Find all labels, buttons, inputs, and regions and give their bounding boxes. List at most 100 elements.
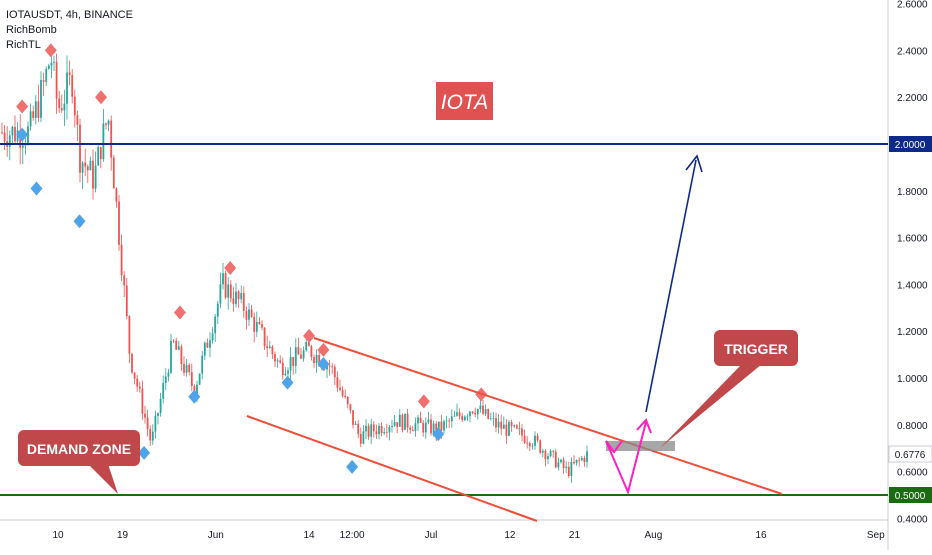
candle-body <box>183 363 185 373</box>
x-tick-label: 19 <box>117 530 129 541</box>
candle-body <box>266 346 269 349</box>
candle-body <box>388 427 391 433</box>
candle-body <box>466 416 469 418</box>
trigger-callout-text: TRIGGER <box>724 341 788 357</box>
candle-body <box>271 346 274 355</box>
candle-body <box>489 418 492 420</box>
pivot-low-marker <box>281 375 294 390</box>
candle-body <box>567 466 570 476</box>
candle-body <box>180 346 183 364</box>
candle-body <box>359 433 362 444</box>
candle-body <box>89 160 92 171</box>
candle-body <box>297 347 300 355</box>
candle-body <box>380 425 383 434</box>
candle-body <box>495 418 497 428</box>
candle-body <box>45 68 48 82</box>
level-tag-2-text: 2.0000 <box>895 140 926 151</box>
candle-body <box>547 456 549 460</box>
y-tick-label: 1.6000 <box>897 234 928 245</box>
candle-body <box>164 376 167 383</box>
candle-body <box>375 431 378 435</box>
candle-body <box>71 75 74 97</box>
y-tick-label: 2.2000 <box>897 93 928 104</box>
level-tag-05-text: 0.5000 <box>895 491 926 502</box>
x-tick-label: 12 <box>504 530 516 541</box>
symbol-line: IOTAUSDT, 4h, BINANCE <box>6 9 133 21</box>
candle-body <box>206 342 209 348</box>
candle-body <box>505 424 508 436</box>
candle-body <box>521 428 523 436</box>
candle-body <box>391 425 393 428</box>
candle-body <box>357 423 360 434</box>
y-tick-label: 0.8000 <box>897 421 928 432</box>
candle-body <box>500 421 503 429</box>
candle-body <box>580 457 583 461</box>
candle-body <box>255 322 258 332</box>
demand-callout-pointer <box>88 464 118 494</box>
forecast-up-line <box>645 159 697 413</box>
candle-body <box>443 421 445 431</box>
candle-body <box>294 347 297 366</box>
candle-body <box>346 396 349 405</box>
candle-body <box>354 423 357 425</box>
candle-body <box>222 273 224 285</box>
candle-body <box>534 435 536 446</box>
candle-body <box>417 417 419 424</box>
candle-body <box>149 429 152 441</box>
pivot-high-marker <box>317 342 330 357</box>
candle-body <box>310 346 313 358</box>
candle-body <box>3 132 6 142</box>
candle-body <box>279 360 282 363</box>
y-tick-label: 1.0000 <box>897 374 928 385</box>
candle-body <box>549 450 552 457</box>
candle-body <box>8 135 11 147</box>
candle-body <box>253 316 256 332</box>
candle-body <box>219 284 222 304</box>
candle-body <box>146 417 149 430</box>
candle-body <box>458 412 461 417</box>
candle-body <box>190 372 193 386</box>
candle-body <box>367 425 370 437</box>
candle-body <box>73 96 76 116</box>
candle-body <box>474 412 477 415</box>
candle-body <box>539 440 542 453</box>
candle-body <box>554 451 557 468</box>
candle-body <box>281 362 284 376</box>
x-tick-label: 21 <box>569 530 581 541</box>
x-tick-label: Jun <box>208 530 224 541</box>
candle-body <box>29 111 32 127</box>
candle-body <box>409 427 412 430</box>
candle-body <box>107 120 110 125</box>
candle-body <box>362 431 365 444</box>
candle-body <box>440 421 443 431</box>
candle-body <box>471 411 474 413</box>
candle-body <box>333 366 336 378</box>
candle-body <box>365 425 367 432</box>
candle-body <box>162 382 165 399</box>
candle-body <box>60 108 63 111</box>
candle-body <box>575 459 578 464</box>
candle-body <box>287 370 289 374</box>
candle-body <box>557 462 560 468</box>
forecast-v-arrow-down <box>605 440 623 454</box>
candle-body <box>97 147 100 166</box>
candle-body <box>313 357 315 364</box>
candle-body <box>102 123 105 160</box>
candle-body <box>32 111 35 118</box>
y-tick-label: 0.4000 <box>897 514 928 525</box>
candle-body <box>372 424 375 432</box>
pivot-high-marker <box>224 261 237 276</box>
pivot-high-marker <box>44 43 57 58</box>
chart-legend: IOTAUSDT, 4h, BINANCE RichBomb RichTL <box>6 8 133 53</box>
candle-body <box>528 443 531 447</box>
candle-body <box>344 395 347 397</box>
candle-body <box>58 98 61 109</box>
candle-body <box>167 372 170 377</box>
candle-body <box>14 126 16 142</box>
candle-body <box>448 420 451 422</box>
pivot-high-marker <box>173 305 186 320</box>
x-tick-label: Jul <box>425 530 438 541</box>
candle-body <box>445 420 448 422</box>
pivot-low-marker <box>30 181 43 196</box>
